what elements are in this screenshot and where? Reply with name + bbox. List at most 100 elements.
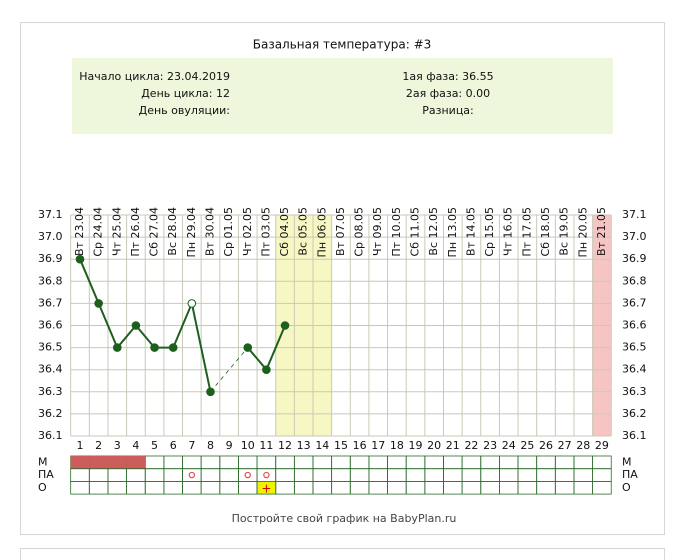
gap-connector [210, 347, 249, 393]
date-label: Сб 18.05 [539, 207, 552, 256]
date-label: Пт 03.05 [259, 207, 272, 257]
info-right: 2ая фаза: 0.00 [406, 87, 490, 100]
date-label: Вт 14.05 [464, 207, 477, 256]
period-cell [89, 456, 108, 469]
y-tick-label: 36.2 [38, 407, 63, 420]
pa-mark [188, 471, 196, 479]
day-number: 14 [315, 439, 329, 452]
date-label: Сб 27.04 [148, 207, 161, 256]
point [206, 387, 215, 397]
date-label: Вт 07.05 [334, 207, 347, 256]
day-number: 29 [595, 439, 609, 452]
info-box [72, 58, 613, 134]
y-tick-label-right: 36.3 [622, 385, 647, 398]
date-label: Вс 19.05 [558, 207, 571, 256]
day-number: 6 [170, 439, 177, 452]
row-label: О [38, 481, 47, 494]
footer: Постройте свой график на BabyPlan.ru [232, 512, 457, 525]
y-tick-label: 37.0 [38, 230, 63, 243]
day-number: 28 [576, 439, 590, 452]
pa-mark [263, 471, 270, 479]
y-tick-label-right: 37.0 [622, 230, 647, 243]
y-tick-label-right: 36.4 [622, 363, 647, 376]
info-left: Начало цикла: 23.04.2019 [79, 70, 230, 83]
date-label: Пн 06.05 [315, 207, 328, 257]
hollow-point [187, 299, 197, 308]
date-label: Чт 16.05 [502, 207, 515, 256]
y-tick-label: 36.5 [38, 341, 63, 354]
day-number: 5 [151, 439, 158, 452]
y-tick-label-right: 36.7 [622, 296, 647, 309]
point [94, 299, 103, 308]
point [75, 254, 85, 264]
date-label: Пт 17.05 [520, 207, 533, 257]
row-label-right: ПА [622, 468, 638, 481]
info-right: 1ая фаза: 36.55 [402, 70, 493, 83]
day-number: 1 [77, 439, 84, 452]
row-label: М [38, 455, 48, 468]
point [243, 343, 253, 352]
date-label: Вс 12.05 [427, 207, 440, 256]
y-tick-label: 36.7 [38, 296, 63, 309]
date-label: Вс 28.04 [166, 207, 179, 256]
day-number: 20 [427, 439, 441, 452]
date-label: Ср 08.05 [353, 207, 366, 257]
lower-card [20, 548, 665, 560]
date-label: Пт 26.04 [129, 207, 142, 257]
y-tick-label-right: 36.8 [622, 274, 647, 287]
date-label: Ср 01.05 [222, 207, 235, 257]
date-label: Вс 05.05 [297, 207, 310, 256]
day-number: 24 [502, 439, 516, 452]
info-left: День овуляции: [139, 104, 230, 117]
ovulation-symbol: + [261, 481, 271, 495]
y-tick-label-right: 36.5 [622, 341, 647, 354]
day-number: 18 [390, 439, 404, 452]
y-tick-label-right: 37.1 [622, 208, 647, 221]
day-number: 19 [409, 439, 423, 452]
pa-mark [244, 471, 251, 479]
day-number: 4 [132, 439, 139, 452]
y-tick-label: 36.8 [38, 274, 63, 287]
date-label: Вт 21.05 [595, 207, 608, 256]
chart-title: Базальная температура: #3 [253, 38, 432, 52]
day-number: 9 [226, 439, 233, 452]
row-label-right: О [622, 481, 631, 494]
period-cell [107, 456, 127, 469]
day-number: 11 [259, 439, 273, 452]
point [262, 365, 271, 375]
date-label: Пн 13.05 [446, 207, 459, 257]
row-cell [592, 480, 612, 495]
temperature-line [79, 258, 212, 393]
y-tick-label: 36.1 [38, 429, 63, 442]
date-label: Пт 10.05 [390, 207, 403, 257]
day-number: 23 [483, 439, 497, 452]
info-left: День цикла: 12 [141, 87, 230, 100]
day-number: 16 [353, 439, 367, 452]
y-tick-label-right: 36.1 [622, 429, 647, 442]
date-label: Сб 04.05 [278, 207, 291, 256]
y-tick-label: 37.1 [38, 208, 63, 221]
point [131, 321, 141, 330]
date-label: Ср 15.05 [483, 207, 496, 257]
date-label: Пн 29.04 [185, 207, 198, 257]
period-cell [70, 456, 90, 469]
day-number: 12 [278, 439, 292, 452]
point [168, 343, 178, 352]
row-label-right: М [622, 455, 632, 468]
day-number: 7 [188, 439, 195, 452]
day-number: 8 [207, 439, 214, 452]
day-number: 13 [297, 439, 311, 452]
ovulation-cell [256, 480, 277, 495]
day-number: 27 [558, 439, 572, 452]
date-label: Ср 24.04 [92, 207, 105, 257]
y-tick-label: 36.4 [38, 363, 63, 376]
day-number: 21 [446, 439, 460, 452]
row-label: ПА [38, 468, 54, 481]
day-number: 22 [464, 439, 478, 452]
day-number: 26 [539, 439, 553, 452]
y-tick-label: 36.6 [38, 319, 63, 332]
day-number: 15 [334, 439, 348, 452]
day-number: 3 [114, 439, 121, 452]
y-tick-label-right: 36.6 [622, 319, 647, 332]
